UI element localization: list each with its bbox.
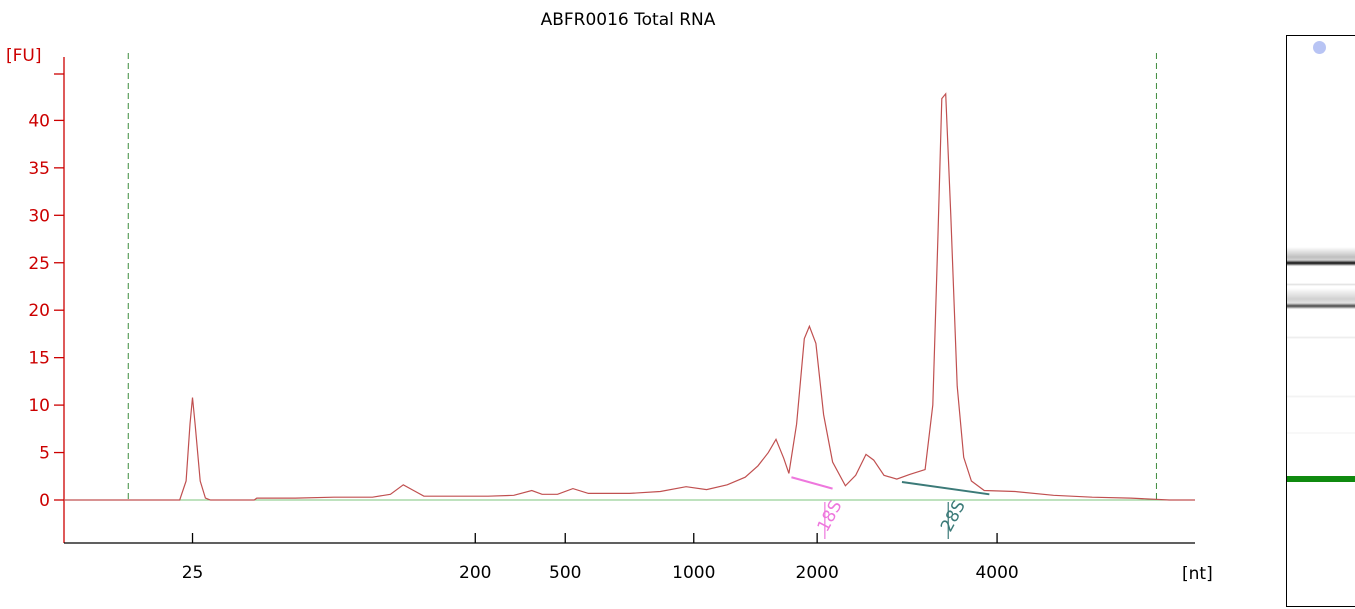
chart-title: ABFR0016 Total RNA xyxy=(541,10,716,30)
gel-band xyxy=(1287,335,1355,339)
x-tick-label-1000: 1000 xyxy=(672,563,715,583)
gel-band xyxy=(1287,303,1355,309)
electropherogram-chart: ABFR0016 Total RNA [FU] [nt] 0 5 10 15 20 25 3… xyxy=(6,10,1213,584)
gel-band xyxy=(1287,288,1355,310)
peak-label-18s: 18S xyxy=(814,497,847,535)
y-tick-label-10: 10 xyxy=(28,396,50,416)
peak-label-28s: 28S xyxy=(937,497,970,535)
x-axis: 25 200 500 1000 2000 4000 xyxy=(64,533,1195,583)
y-tick-label-25: 25 xyxy=(28,254,50,274)
peak-baseline-28s xyxy=(901,480,990,496)
gel-marker-band xyxy=(1287,476,1355,482)
x-tick-label-500: 500 xyxy=(549,563,581,583)
x-tick-label-2000: 2000 xyxy=(796,563,839,583)
marker-lines xyxy=(127,53,1157,500)
y-tick-label-15: 15 xyxy=(28,349,50,369)
peak-annotations: 18S 28S xyxy=(791,476,990,539)
y-tick-label-20: 20 xyxy=(28,301,50,321)
y-tick-label-5: 5 xyxy=(39,444,50,464)
gel-band xyxy=(1287,260,1355,266)
gel-band xyxy=(1287,432,1355,434)
gel-band xyxy=(1287,247,1355,267)
y-axis-label: [FU] xyxy=(6,46,42,66)
x-tick-label-200: 200 xyxy=(459,563,491,583)
y-axis: 0 5 10 15 20 25 30 35 40 xyxy=(28,57,65,543)
x-tick-label-4000: 4000 xyxy=(975,563,1018,583)
y-tick-label-30: 30 xyxy=(28,206,50,226)
y-tick-label-35: 35 xyxy=(28,159,50,179)
series-line xyxy=(64,92,1195,501)
x-axis-label: [nt] xyxy=(1182,564,1213,584)
y-tick-label-0: 0 xyxy=(39,491,50,511)
well-icon xyxy=(1313,41,1326,54)
gel-lane-image xyxy=(1286,35,1355,607)
y-tick-label-40: 40 xyxy=(28,111,50,131)
gel-band xyxy=(1287,282,1355,286)
gel-band xyxy=(1287,394,1355,398)
x-tick-label-25: 25 xyxy=(182,563,204,583)
peak-baseline-18s xyxy=(791,476,833,490)
